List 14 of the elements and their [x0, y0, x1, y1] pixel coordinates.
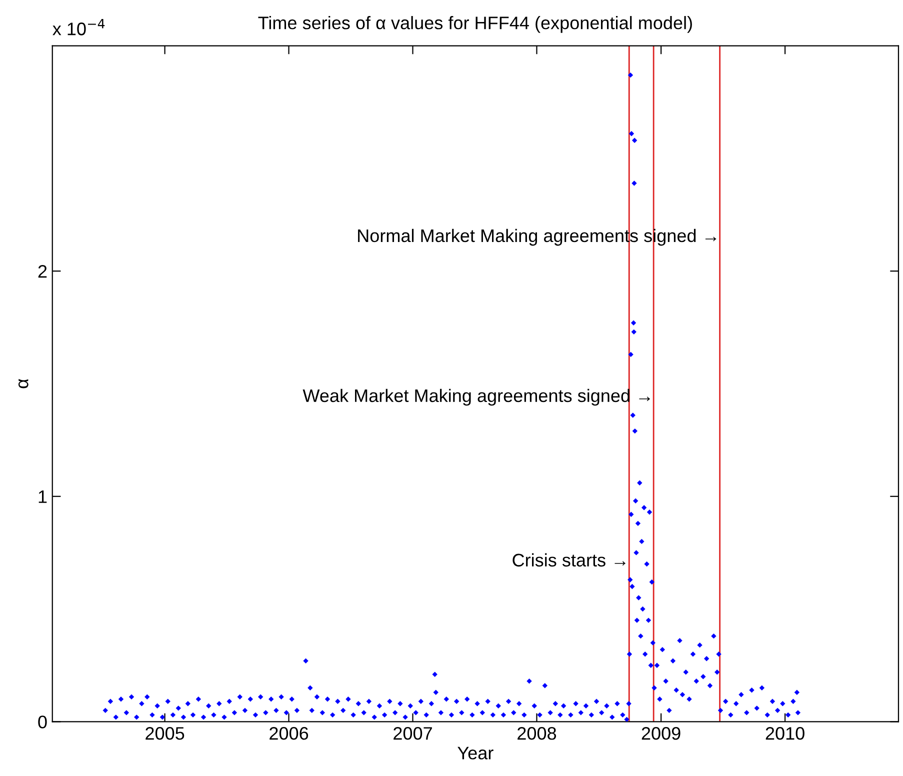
x-axis-title: Year [458, 746, 494, 760]
x-tick-label: 2009 [642, 727, 680, 740]
text: x 10$^{−4}$ [52, 19, 105, 36]
y-tick-label: 1 [38, 490, 47, 503]
y-tick-label: 0 [38, 716, 47, 728]
x-tick-label: 2005 [146, 727, 184, 740]
x-tick-label: 2008 [518, 727, 556, 740]
y-axis-title: α [18, 379, 28, 388]
x-tick-label: 2007 [394, 727, 432, 740]
x-tick-label: 2006 [270, 727, 308, 740]
chart-title: Time series of α values for HFF44 (exponential model) [258, 16, 692, 33]
annotation: Crisis starts → [512, 553, 626, 567]
x-tick-label: 2010 [766, 727, 804, 740]
y-tick-label: 2 [38, 265, 47, 278]
